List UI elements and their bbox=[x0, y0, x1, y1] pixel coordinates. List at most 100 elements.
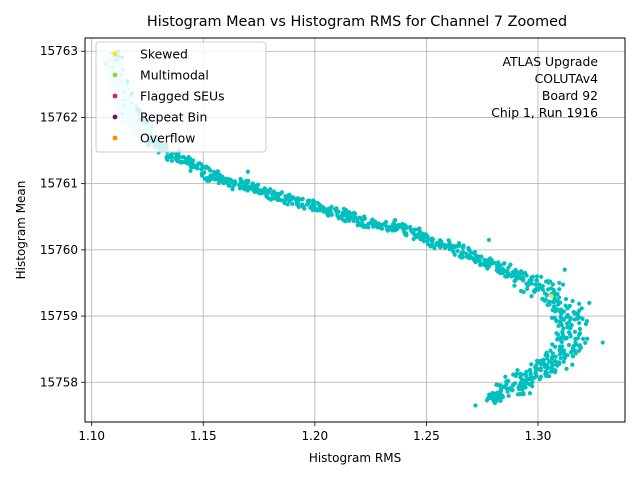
point-normal bbox=[501, 261, 506, 266]
point-normal bbox=[409, 229, 415, 234]
point-normal bbox=[587, 300, 592, 305]
point-normal bbox=[494, 395, 499, 400]
point-normal bbox=[538, 366, 543, 371]
point-normal bbox=[351, 218, 356, 224]
point-normal bbox=[561, 359, 566, 364]
point-normal bbox=[557, 280, 562, 285]
point-normal bbox=[573, 342, 578, 347]
point-normal bbox=[310, 207, 315, 213]
point-normal bbox=[528, 368, 533, 373]
point-normal bbox=[560, 334, 565, 339]
point-normal bbox=[237, 183, 242, 188]
point-normal bbox=[195, 166, 200, 171]
point-normal bbox=[203, 165, 208, 171]
point-normal bbox=[205, 178, 210, 184]
point-normal bbox=[559, 322, 564, 328]
point-normal bbox=[455, 244, 460, 249]
point-normal bbox=[506, 272, 512, 277]
point-normal bbox=[539, 274, 544, 279]
point-normal bbox=[197, 161, 202, 166]
point-normal bbox=[510, 269, 516, 275]
point-normal bbox=[553, 354, 558, 359]
annotation-line-2: COLUTAv4 bbox=[535, 71, 598, 86]
x-tick-label: 1.15 bbox=[190, 429, 217, 443]
point-normal bbox=[546, 287, 551, 292]
point-normal bbox=[178, 160, 183, 165]
point-normal bbox=[554, 362, 559, 367]
point-normal bbox=[336, 209, 341, 214]
point-normal bbox=[534, 274, 540, 279]
point-normal bbox=[452, 252, 457, 257]
point-normal bbox=[286, 193, 291, 198]
point-normal bbox=[570, 362, 575, 367]
point-normal bbox=[562, 267, 567, 272]
point-normal bbox=[169, 155, 174, 160]
point-normal bbox=[188, 168, 193, 173]
point-normal bbox=[498, 398, 503, 403]
point-normal bbox=[352, 211, 357, 216]
plot-frame bbox=[84, 37, 626, 423]
point-normal bbox=[548, 279, 553, 284]
point-normal bbox=[249, 186, 254, 191]
point-normal bbox=[518, 375, 523, 380]
point-normal bbox=[529, 362, 534, 367]
legend-marker bbox=[112, 72, 118, 78]
point-normal bbox=[555, 337, 560, 342]
point-normal bbox=[339, 214, 344, 219]
point-normal bbox=[411, 236, 416, 242]
legend-marker bbox=[112, 114, 118, 120]
annotation-line-4: Chip 1, Run 1916 bbox=[491, 105, 598, 120]
point-normal bbox=[568, 324, 573, 329]
point-normal bbox=[534, 358, 540, 363]
y-tick-label: 15761 bbox=[40, 177, 78, 191]
point-normal bbox=[386, 225, 392, 230]
point-normal bbox=[345, 212, 350, 218]
point-normal bbox=[520, 275, 525, 280]
point-normal bbox=[529, 294, 534, 299]
point-normal bbox=[557, 319, 563, 324]
point-normal bbox=[537, 282, 542, 287]
point-normal bbox=[460, 245, 466, 250]
point-normal bbox=[186, 154, 191, 160]
point-normal bbox=[577, 320, 582, 326]
point-normal bbox=[573, 336, 578, 341]
point-normal bbox=[495, 263, 500, 268]
point-normal bbox=[499, 393, 505, 398]
point-normal bbox=[550, 282, 556, 287]
point-normal bbox=[402, 229, 407, 234]
point-normal bbox=[551, 304, 557, 309]
point-normal bbox=[473, 403, 478, 408]
x-tick-label: 1.10 bbox=[78, 429, 105, 443]
point-normal bbox=[515, 275, 521, 281]
point-normal bbox=[495, 390, 500, 395]
point-normal bbox=[216, 176, 221, 181]
point-normal bbox=[500, 270, 505, 275]
point-normal bbox=[276, 191, 282, 197]
point-normal bbox=[214, 171, 219, 176]
point-normal bbox=[532, 289, 537, 294]
point-normal bbox=[263, 189, 269, 194]
point-normal bbox=[264, 193, 269, 198]
point-normal bbox=[577, 343, 582, 348]
point-normal bbox=[474, 253, 479, 259]
point-normal bbox=[559, 311, 564, 316]
point-normal bbox=[520, 384, 525, 389]
point-normal bbox=[534, 363, 539, 368]
point-normal bbox=[518, 392, 524, 397]
point-normal bbox=[545, 302, 550, 307]
point-normal bbox=[548, 348, 553, 353]
point-normal bbox=[245, 186, 250, 191]
legend-marker bbox=[112, 51, 118, 57]
chart-title: Histogram Mean vs Histogram RMS for Chan… bbox=[147, 14, 567, 30]
point-normal bbox=[485, 266, 490, 271]
point-normal bbox=[556, 295, 562, 300]
point-normal bbox=[538, 374, 544, 379]
point-normal bbox=[558, 307, 564, 312]
point-normal bbox=[529, 281, 534, 286]
point-normal bbox=[282, 200, 287, 205]
point-normal bbox=[517, 386, 522, 392]
point-normal bbox=[300, 196, 305, 202]
point-normal bbox=[414, 233, 419, 238]
point-normal bbox=[553, 317, 559, 323]
point-normal bbox=[165, 153, 170, 159]
